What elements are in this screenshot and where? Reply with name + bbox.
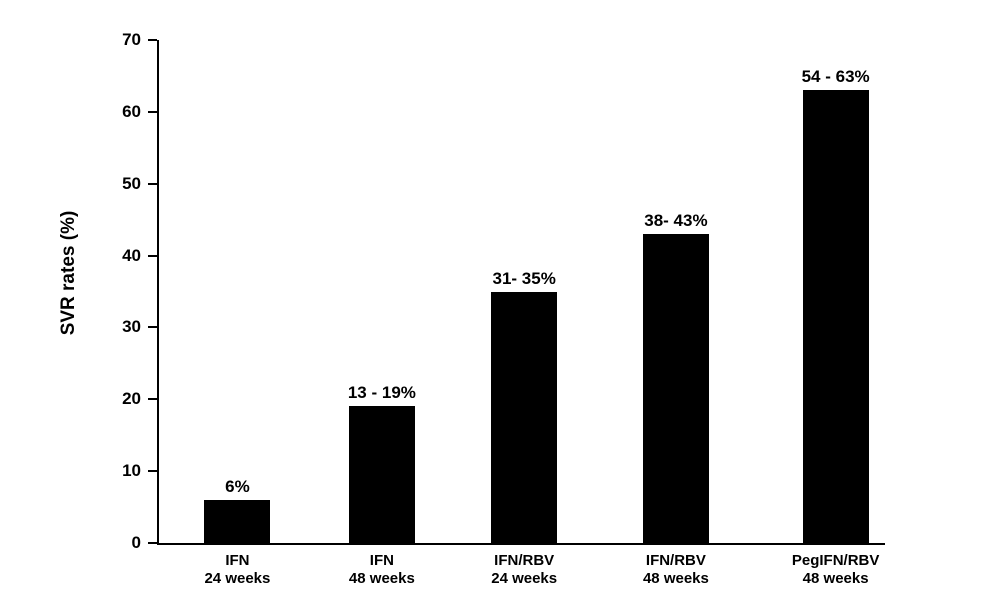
x-category-line2: 48 weeks bbox=[802, 570, 869, 587]
x-category-line2: 48 weeks bbox=[348, 570, 415, 587]
y-tick-label: 0 bbox=[131, 533, 141, 552]
y-tick-label: 20 bbox=[122, 389, 141, 409]
bar-value-label: 38- 43% bbox=[644, 211, 708, 231]
bar-value-label: 6% bbox=[225, 476, 250, 496]
x-category-line1: IFN bbox=[225, 552, 250, 569]
y-axis-label: SVR rates (%) bbox=[58, 210, 79, 336]
x-category-label: IFN/RBV 48 weeks bbox=[643, 552, 709, 588]
y-tick bbox=[148, 182, 157, 185]
bar-pegifn-rbv-48-weeks bbox=[802, 90, 869, 543]
x-category-line1: PegIFN/RBV bbox=[791, 552, 880, 569]
x-category-label: IFN 24 weeks bbox=[204, 552, 270, 588]
y-tick-label: 60 bbox=[122, 101, 141, 121]
y-tick-label: 70 bbox=[122, 30, 141, 49]
bar-value-label: 54 - 63% bbox=[801, 67, 870, 87]
bar-ifn-rbv-24-weeks bbox=[491, 291, 558, 543]
x-category-line2: 24 weeks bbox=[491, 570, 558, 587]
y-tick-label: 40 bbox=[122, 245, 141, 265]
x-category-line1: IFN/RBV bbox=[645, 552, 706, 569]
y-tick bbox=[148, 39, 157, 41]
y-tick bbox=[148, 398, 157, 401]
x-category-label: IFN 48 weeks bbox=[349, 552, 415, 588]
x-category-line2: 24 weeks bbox=[204, 570, 271, 587]
y-tick-label: 30 bbox=[122, 317, 141, 337]
y-tick bbox=[148, 326, 157, 329]
bar-value-label: 31- 35% bbox=[492, 268, 556, 288]
x-category-label: PegIFN/RBV 48 weeks bbox=[792, 552, 880, 588]
plot-area: 0 10 20 30 40 50 60 70 6% IFN 24 weeks 13 - 19% IFN 4… bbox=[122, 30, 885, 587]
bar-ifn-rbv-48-weeks bbox=[642, 234, 709, 543]
y-tick bbox=[148, 542, 157, 544]
y-tick bbox=[148, 470, 157, 473]
x-category-line2: 48 weeks bbox=[642, 570, 709, 587]
bar-ifn-24-weeks bbox=[204, 499, 271, 543]
x-category-line1: IFN/RBV bbox=[494, 552, 555, 569]
bar-ifn-48-weeks bbox=[348, 406, 415, 543]
y-tick-label: 10 bbox=[122, 461, 141, 481]
y-tick bbox=[148, 254, 157, 257]
x-category-line1: IFN bbox=[369, 552, 394, 569]
y-tick bbox=[148, 110, 157, 113]
bar-value-label: 13 - 19% bbox=[347, 383, 416, 403]
x-category-label: IFN/RBV 24 weeks bbox=[491, 552, 557, 588]
y-tick-label: 50 bbox=[122, 173, 141, 193]
